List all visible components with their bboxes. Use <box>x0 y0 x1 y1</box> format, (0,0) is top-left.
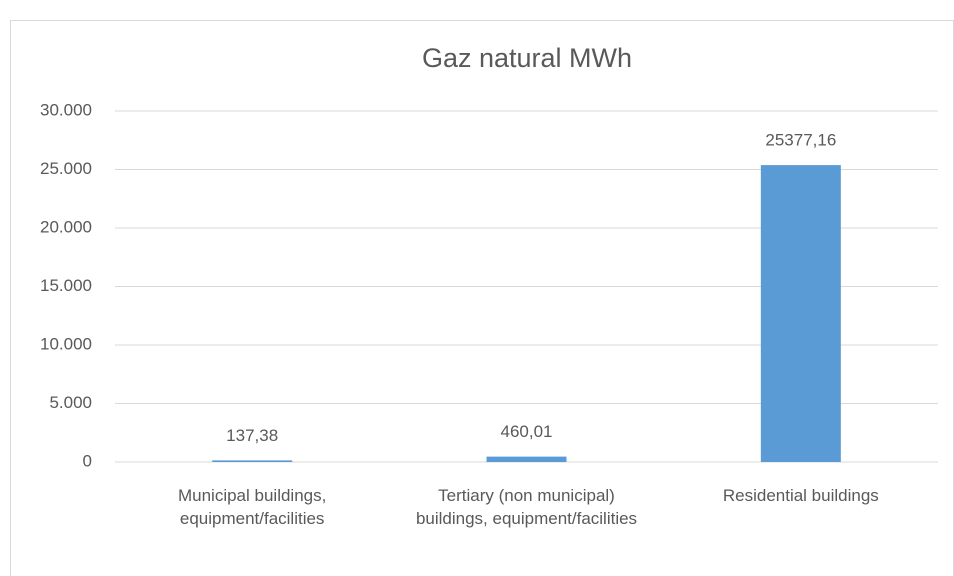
chart-title: Gaz natural MWh <box>422 43 632 73</box>
y-tick-label: 25.000 <box>40 159 92 178</box>
x-tick-label: Tertiary (non municipal) buildings, equi… <box>415 486 638 528</box>
x-tick-label: Municipal buildings, equipment/facilitie… <box>177 486 327 528</box>
value-label: 137,38 <box>226 426 278 445</box>
value-label: 460,01 <box>501 422 553 441</box>
bar <box>212 460 293 462</box>
y-tick-label: 0 <box>83 451 92 470</box>
y-tick-label: 10.000 <box>40 334 92 353</box>
y-tick-label: 30.000 <box>40 100 92 119</box>
y-tick-label: 5.000 <box>49 393 92 412</box>
y-tick-label: 20.000 <box>40 217 92 236</box>
bar <box>486 456 567 462</box>
y-tick-label: 15.000 <box>40 276 92 295</box>
bar <box>760 165 841 463</box>
value-label: 25377,16 <box>765 131 836 150</box>
x-tick-label: Residential buildings <box>722 486 879 505</box>
